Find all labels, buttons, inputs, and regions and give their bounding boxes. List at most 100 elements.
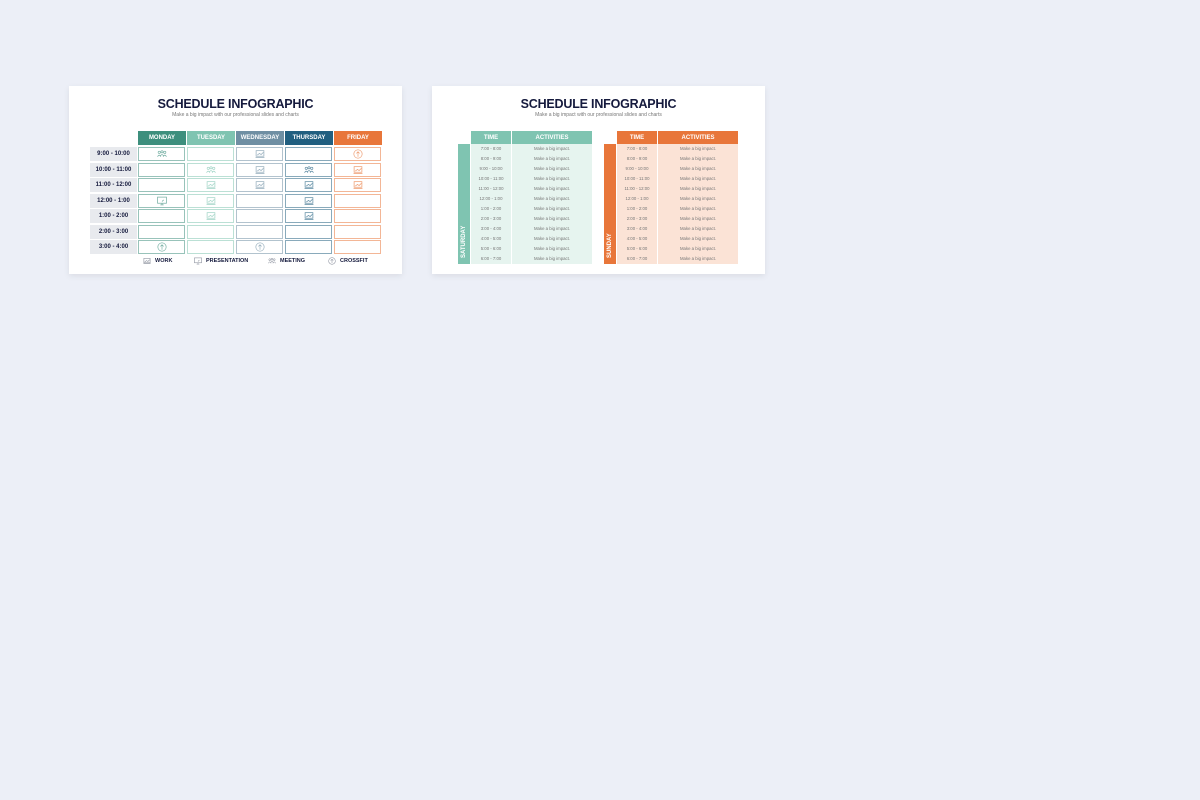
schedule-cell[interactable] <box>187 224 234 239</box>
schedule-cell[interactable] <box>334 178 381 192</box>
schedule-cell[interactable] <box>138 162 185 177</box>
slide-title: SCHEDULE INFOGRAPHIC <box>157 97 314 111</box>
crossfit-icon <box>157 242 166 252</box>
schedule-cell[interactable] <box>285 193 332 208</box>
schedule-cell[interactable] <box>236 224 283 239</box>
activity-cell[interactable]: Make a big impact. <box>658 174 738 184</box>
schedule-cell[interactable] <box>138 147 185 161</box>
day-header-thursday: THURSDAY <box>285 131 333 145</box>
schedule-cell[interactable] <box>236 147 283 161</box>
schedule-cell[interactable] <box>138 209 185 223</box>
activities-header: ACTIVITIES <box>658 131 738 145</box>
day-name: SATURDAY <box>461 225 467 258</box>
activity-cell[interactable]: Make a big impact. <box>658 204 738 214</box>
time-slot-label: 11:00 - 12:00 <box>90 178 137 192</box>
schedule-cell[interactable] <box>138 193 185 208</box>
day-header-wednesday: WEDNESDAY <box>236 131 284 145</box>
legend-label: WORK <box>155 258 173 264</box>
schedule-cell[interactable] <box>138 178 185 192</box>
time-cell: 7:00 - 8:00 <box>471 144 511 154</box>
time-cell: 11:00 - 12:00 <box>471 184 511 194</box>
work-icon <box>255 165 264 174</box>
schedule-cell[interactable] <box>334 240 381 254</box>
day-label-sunday: SUNDAY <box>604 144 616 264</box>
work-icon <box>304 181 313 189</box>
schedule-cell[interactable] <box>236 193 283 208</box>
activity-cell[interactable]: Make a big impact. <box>512 244 592 254</box>
schedule-cell[interactable] <box>334 147 381 161</box>
time-header: TIME <box>471 131 511 145</box>
schedule-cell[interactable] <box>187 162 234 177</box>
time-slot-label: 10:00 - 11:00 <box>90 162 137 177</box>
time-cell: 8:00 - 9:00 <box>617 154 657 164</box>
schedule-cell[interactable] <box>285 240 332 254</box>
schedule-cell[interactable] <box>285 162 332 177</box>
schedule-cell[interactable] <box>236 178 283 192</box>
activity-cell[interactable]: Make a big impact. <box>512 154 592 164</box>
time-slot-label: 2:00 - 3:00 <box>90 224 137 239</box>
time-cell: 3:00 - 4:00 <box>471 224 511 234</box>
schedule-cell[interactable] <box>187 209 234 223</box>
time-slot-label: 12:00 - 1:00 <box>90 193 137 208</box>
activity-cell[interactable]: Make a big impact. <box>512 144 592 154</box>
activity-cell[interactable]: Make a big impact. <box>658 194 738 204</box>
work-icon <box>206 181 215 189</box>
schedule-cell[interactable] <box>187 147 234 161</box>
legend-item-work: WORK <box>143 257 172 265</box>
activity-cell[interactable]: Make a big impact. <box>512 224 592 234</box>
legend-item-crossfit: CROSSFIT <box>328 257 368 265</box>
activity-cell[interactable]: Make a big impact. <box>658 254 738 264</box>
time-cell: 12:00 - 1:00 <box>617 194 657 204</box>
schedule-cell[interactable] <box>334 224 381 239</box>
work-icon <box>255 150 264 158</box>
day-header-monday: MONDAY <box>138 131 186 145</box>
time-slot-label: 1:00 - 2:00 <box>90 209 137 223</box>
activity-cell[interactable]: Make a big impact. <box>512 164 592 174</box>
activity-cell[interactable]: Make a big impact. <box>658 234 738 244</box>
activity-cell[interactable]: Make a big impact. <box>658 244 738 254</box>
schedule-cell[interactable] <box>334 193 381 208</box>
slide-title: SCHEDULE INFOGRAPHIC <box>520 97 677 111</box>
time-cell: 5:00 - 6:00 <box>617 244 657 254</box>
activity-cell[interactable]: Make a big impact. <box>512 174 592 184</box>
schedule-cell[interactable] <box>285 178 332 192</box>
activity-cell[interactable]: Make a big impact. <box>512 184 592 194</box>
legend-label: MEETING <box>280 258 306 264</box>
legend-label: PRESENTATION <box>206 258 249 264</box>
activity-cell[interactable]: Make a big impact. <box>658 164 738 174</box>
meeting-icon <box>303 165 314 173</box>
schedule-cell[interactable] <box>285 224 332 239</box>
activity-cell[interactable]: Make a big impact. <box>658 144 738 154</box>
activity-cell[interactable]: Make a big impact. <box>512 194 592 204</box>
activity-cell[interactable]: Make a big impact. <box>658 154 738 164</box>
schedule-cell[interactable] <box>285 209 332 223</box>
work-icon <box>143 258 151 264</box>
schedule-cell[interactable] <box>334 209 381 223</box>
schedule-cell[interactable] <box>138 240 185 254</box>
schedule-cell[interactable] <box>236 162 283 177</box>
schedule-cell[interactable] <box>236 209 283 223</box>
activity-cell[interactable]: Make a big impact. <box>512 214 592 224</box>
activity-cell[interactable]: Make a big impact. <box>512 204 592 214</box>
schedule-cell[interactable] <box>187 240 234 254</box>
activity-cell[interactable]: Make a big impact. <box>658 214 738 224</box>
time-slot-label: 3:00 - 4:00 <box>90 240 137 254</box>
schedule-cell[interactable] <box>187 193 234 208</box>
schedule-cell[interactable] <box>285 147 332 161</box>
time-cell: 4:00 - 5:00 <box>471 234 511 244</box>
activity-cell[interactable]: Make a big impact. <box>512 234 592 244</box>
activity-cell[interactable]: Make a big impact. <box>658 224 738 234</box>
schedule-cell[interactable] <box>187 178 234 192</box>
activity-cell[interactable]: Make a big impact. <box>512 254 592 264</box>
schedule-cell[interactable] <box>236 240 283 254</box>
day-label-saturday: SATURDAY <box>458 144 470 264</box>
time-cell: 6:00 - 7:00 <box>617 254 657 264</box>
time-slot-label: 9:00 - 10:00 <box>90 147 137 161</box>
legend-item-meeting: MEETING <box>268 257 305 265</box>
schedule-cell[interactable] <box>334 162 381 177</box>
activity-cell[interactable]: Make a big impact. <box>658 184 738 194</box>
time-cell: 4:00 - 5:00 <box>617 234 657 244</box>
day-header-friday: FRIDAY <box>334 131 382 145</box>
schedule-cell[interactable] <box>138 224 185 239</box>
work-icon <box>206 212 215 220</box>
